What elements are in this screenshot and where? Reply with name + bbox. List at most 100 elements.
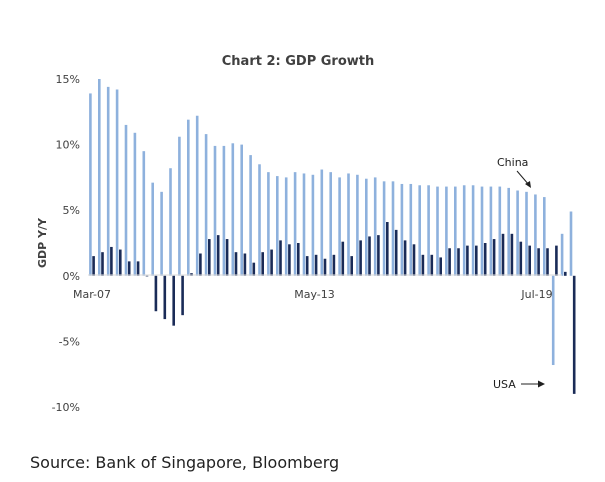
usa-bar — [279, 240, 282, 276]
usa-bar — [555, 245, 558, 276]
china-bar — [525, 191, 528, 276]
china-bar — [240, 144, 243, 276]
y-tick-label: 15% — [56, 73, 80, 86]
usa-bar — [341, 241, 345, 276]
usa-bar — [199, 253, 202, 276]
usa-bar — [368, 236, 371, 276]
china-bar — [391, 181, 395, 276]
usa-bar — [475, 245, 478, 276]
usa-bar — [110, 246, 113, 276]
china-bar — [454, 186, 457, 276]
usa-bar — [261, 252, 264, 276]
usa-bar — [519, 241, 523, 276]
china-bar — [160, 191, 163, 276]
china-bar — [115, 89, 119, 276]
china-bar — [249, 155, 252, 276]
china-bar — [284, 177, 288, 276]
usa-bar — [216, 235, 220, 276]
y-tick-label: 0% — [63, 270, 80, 283]
china-bar — [106, 86, 110, 276]
usa-bar — [501, 233, 505, 276]
usa-bar — [439, 257, 442, 276]
china-bar — [178, 136, 181, 276]
china-bar — [400, 183, 404, 276]
china-bar — [98, 79, 101, 276]
source-note: Source: Bank of Singapore, Bloomberg — [30, 453, 340, 472]
china-bar — [436, 186, 439, 276]
usa-bar — [181, 275, 184, 316]
china-bar — [489, 186, 493, 276]
usa-bar — [386, 222, 389, 276]
usa-bar — [305, 256, 309, 276]
usa-bar — [243, 253, 247, 276]
usa-bar — [154, 275, 158, 312]
china-bar — [311, 174, 315, 276]
usa-bar — [314, 254, 318, 276]
x-tick-label: Jul-19 — [520, 288, 552, 301]
usa-annotation: USA — [493, 378, 516, 391]
usa-bar — [252, 262, 256, 276]
china-bar — [418, 185, 421, 276]
usa-bar — [510, 233, 514, 276]
china-bar — [560, 233, 564, 276]
usa-bar — [528, 245, 531, 276]
china-bar — [543, 197, 546, 276]
usa-bar — [234, 252, 238, 276]
usa-bar — [412, 244, 416, 276]
y-tick-label: 10% — [56, 139, 80, 152]
china-bar — [551, 275, 555, 366]
china-bar — [320, 169, 324, 276]
y-tick-label: 5% — [63, 204, 80, 217]
china-bar — [89, 93, 92, 276]
usa-bar — [92, 256, 95, 276]
y-axis-ticks: 15% 10% 5% 0% -5% -10% — [52, 73, 80, 414]
usa-bar — [332, 254, 336, 276]
usa-bar — [403, 240, 407, 276]
usa-bar — [377, 235, 380, 276]
x-tick-label: Mar-07 — [73, 288, 111, 301]
china-bar — [293, 172, 297, 276]
usa-bar — [457, 248, 460, 276]
china-bar — [169, 168, 172, 276]
china-bar — [142, 151, 146, 276]
china-bar — [231, 143, 235, 276]
china-bar — [569, 211, 573, 276]
usa-bar — [537, 248, 540, 276]
china-bar — [382, 181, 386, 276]
china-bar — [338, 177, 341, 276]
y-axis-label: GDP Y/Y — [36, 217, 49, 268]
usa-bar — [145, 275, 149, 277]
usa-bar — [394, 229, 398, 276]
china-bar — [498, 186, 502, 276]
usa-bar — [270, 249, 273, 276]
usa-bar — [172, 275, 175, 326]
china-arrow — [516, 170, 530, 186]
usa-bar — [492, 239, 496, 276]
china-bar — [347, 173, 350, 276]
annotations: China USA — [493, 156, 545, 391]
china-bar — [373, 177, 377, 276]
x-tick-label: May-13 — [294, 288, 335, 301]
usa-bar — [564, 271, 567, 276]
usa-bar — [350, 256, 353, 276]
china-bar — [258, 164, 261, 276]
china-bar — [445, 186, 448, 276]
usa-bar — [572, 275, 576, 394]
usa-bar — [430, 254, 434, 276]
china-bar — [480, 186, 484, 276]
x-axis-ticks: Mar-07 May-13 Jul-19 — [73, 288, 553, 301]
china-bar — [471, 185, 475, 276]
usa-bar — [323, 258, 327, 276]
usa-bar — [448, 248, 451, 276]
china-bar — [276, 176, 279, 276]
china-bar — [204, 134, 208, 276]
usa-series — [92, 222, 576, 394]
china-bar — [427, 185, 430, 276]
y-tick-label: -5% — [59, 335, 80, 348]
usa-bar — [421, 254, 425, 276]
usa-bar — [466, 245, 469, 276]
china-bar — [507, 187, 510, 276]
usa-bar — [101, 252, 104, 276]
usa-bar — [359, 240, 362, 276]
